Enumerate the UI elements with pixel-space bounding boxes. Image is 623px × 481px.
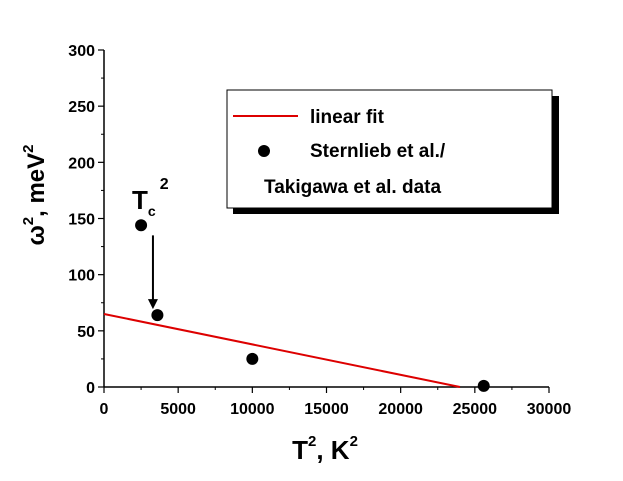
x-axis-title-rest: , K bbox=[316, 435, 349, 465]
tc-arrow-head bbox=[147, 299, 158, 310]
data-point bbox=[151, 309, 164, 322]
fit-line bbox=[103, 313, 461, 388]
x-axis-title-sup1: 2 bbox=[308, 433, 316, 450]
y-axis-title-rest: , meV bbox=[23, 153, 50, 217]
legend-label-data-line1: Sternlieb et al./ bbox=[310, 141, 446, 162]
tc-annotation-sub: c bbox=[148, 203, 156, 219]
y-axis-title: ω2, meV2 bbox=[20, 145, 50, 246]
series bbox=[103, 219, 490, 392]
y-axis-title-sup1: 2 bbox=[20, 217, 37, 225]
y-tick-label: 300 bbox=[68, 43, 95, 60]
x-tick-label: 20000 bbox=[378, 401, 423, 418]
y-tick-label: 50 bbox=[77, 324, 95, 341]
legend-marker-data bbox=[258, 145, 270, 157]
legend-label-linear-fit: linear fit bbox=[310, 107, 385, 128]
tc-annotation-base: T bbox=[132, 185, 148, 215]
x-axis-title-base: T bbox=[292, 435, 308, 465]
annotation bbox=[147, 235, 158, 310]
data-point bbox=[477, 379, 490, 392]
tc-annotation-sup: 2 bbox=[160, 176, 169, 193]
legend-box bbox=[226, 89, 553, 209]
x-tick-label: 30000 bbox=[527, 401, 572, 418]
x-axis-title-sup2: 2 bbox=[350, 433, 358, 450]
y-tick-label: 0 bbox=[86, 380, 95, 397]
x-tick-label: 10000 bbox=[230, 401, 275, 418]
x-tick-label: 5000 bbox=[160, 401, 196, 418]
y-axis-title-sup2: 2 bbox=[20, 145, 37, 153]
legend-label-data-line2: Takigawa et al. data bbox=[264, 177, 441, 198]
tick-marks: 0 5000 10000 15000 20000 25000 30000 0 50 100 150 2… bbox=[68, 43, 571, 418]
legend: linear fit Sternlieb et al./ Takigawa et… bbox=[226, 89, 559, 214]
y-tick-label: 200 bbox=[68, 155, 95, 172]
y-tick-label: 250 bbox=[68, 99, 95, 116]
tc-squared-annotation: Tc2 bbox=[132, 176, 169, 219]
x-tick-label: 25000 bbox=[453, 401, 498, 418]
x-axis-title: T2, K2 bbox=[292, 433, 358, 465]
data-point bbox=[135, 219, 148, 232]
x-tick-label: 0 bbox=[100, 401, 109, 418]
data-point bbox=[246, 352, 259, 365]
y-tick-label: 150 bbox=[68, 212, 95, 229]
y-axis-title-base: ω bbox=[23, 225, 50, 245]
y-tick-label: 100 bbox=[68, 268, 95, 285]
x-tick-label: 15000 bbox=[304, 401, 349, 418]
